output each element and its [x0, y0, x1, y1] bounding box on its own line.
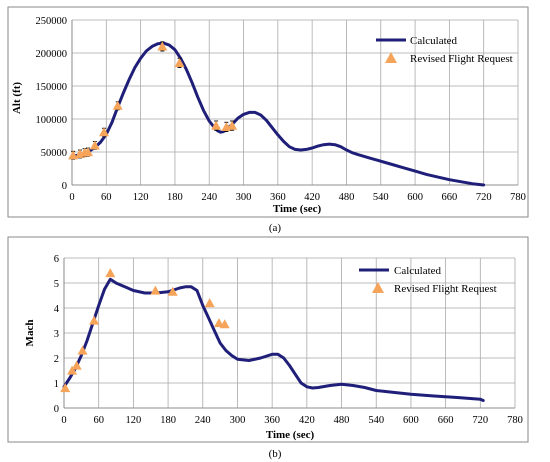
panel-b-xtick-10: 600 — [403, 415, 419, 426]
panel-a-xtick-9: 540 — [373, 192, 389, 203]
panel-a-xtick-12: 720 — [476, 192, 492, 203]
panel-a-legend-triangle-swatch — [385, 52, 397, 63]
panel-a-xtick-10: 600 — [407, 192, 423, 203]
panel-a-xtick-11: 660 — [442, 192, 458, 203]
panel-b-marks — [60, 268, 485, 402]
panel-b-xtick-11: 660 — [438, 415, 454, 426]
panel-b-legend: Calculated Revised Flight Request — [359, 265, 497, 295]
panel-b-ticks: 0 60 120 180 240 300 360 420 480 540 600 660 720 780 0… — [54, 254, 523, 426]
panel-b-ytick-6: 6 — [54, 254, 59, 265]
panel-b-legend-revised: Revised Flight Request — [394, 283, 497, 295]
panel-b-xlabel: Time (sec) — [266, 429, 315, 441]
panel-b-xtick-7: 420 — [299, 415, 315, 426]
panel-b-revised-point-9 — [214, 318, 224, 328]
panel-b-xtick-8: 480 — [334, 415, 350, 426]
panel-a-frame — [7, 6, 529, 218]
panel-a-ylabel: Alt (ft) — [11, 82, 23, 114]
panel-b-revised-point-1 — [67, 365, 78, 375]
panel-a-legend-revised: Revised Flight Request — [410, 53, 513, 65]
panel-a-xlabel: Time (sec) — [273, 203, 322, 215]
panel-b-ytick-1: 1 — [54, 379, 59, 390]
panel-b-revised-point-6 — [150, 285, 161, 295]
panel-b-legend-calculated: Calculated — [394, 265, 442, 277]
panel-b-xtick-2: 120 — [126, 415, 142, 426]
panel-b-xtick-0: 0 — [61, 415, 66, 426]
panel-b-mach-chart: 0 60 120 180 240 300 360 420 480 540 600 660 720 780 0… — [7, 236, 529, 443]
panel-b-xtick-1: 60 — [93, 415, 104, 426]
panel-b-xtick-3: 180 — [160, 415, 176, 426]
panel-a-revised-point-8 — [174, 58, 185, 67]
panel-b-xtick-12: 720 — [472, 415, 488, 426]
panel-a-xtick-7: 420 — [304, 192, 320, 203]
panel-b-revised-point-10 — [219, 319, 230, 329]
panel-b-xtick-4: 240 — [195, 415, 211, 426]
panel-b-ytick-4: 4 — [54, 304, 60, 315]
panel-b-revised-point-4 — [89, 315, 100, 325]
panel-a-xtick-3: 180 — [167, 192, 183, 203]
panel-b-grid — [63, 257, 516, 409]
panel-a-revised-point-3 — [83, 147, 93, 157]
panel-a-ytick-1: 50000 — [41, 148, 67, 159]
panel-b-xtick-5: 300 — [230, 415, 246, 426]
panel-a-ytick-3: 150000 — [36, 82, 68, 93]
panel-a-caption: (a) — [269, 222, 282, 234]
panel-a-revised-point-9 — [211, 120, 222, 130]
panel-b-revised-point-0 — [60, 383, 71, 393]
panel-b-revised-point-2 — [71, 360, 82, 370]
panel-a-xtick-0: 0 — [69, 192, 74, 203]
panel-b-xtick-9: 540 — [368, 415, 384, 426]
panel-a-revised-point-6 — [112, 100, 123, 110]
panel-a-revised-point-5 — [99, 127, 109, 137]
panel-b-calculated-line — [62, 277, 485, 402]
panel-a-revised-point-4 — [89, 140, 100, 150]
panel-b-revised-point-7 — [167, 286, 178, 296]
panel-a-calculated-line — [70, 41, 486, 187]
panel-a-xtick-5: 300 — [236, 192, 252, 203]
panel-b-ytick-3: 3 — [54, 329, 59, 340]
panel-a-xtick-1: 60 — [101, 192, 112, 203]
panel-b-revised-point-8 — [204, 298, 215, 308]
panel-a-marks — [68, 41, 486, 187]
panel-b-ylabel: Mach — [24, 320, 36, 347]
panel-a-ytick-0: 0 — [62, 181, 67, 192]
panel-a-legend-calculated: Calculated — [410, 35, 458, 47]
panel-a-ytick-2: 100000 — [36, 115, 68, 126]
panel-a-ticks: 0 60 120 180 240 300 360 420 480 540 600 660 720 780 0… — [36, 16, 526, 203]
panel-b-caption: (b) — [269, 448, 282, 460]
panel-a-altitude-chart: 0 60 120 180 240 300 360 420 480 540 600 660 720 780 0… — [7, 6, 529, 218]
panel-a-ytick-5: 250000 — [36, 16, 68, 27]
panel-a-xtick-13: 780 — [510, 192, 526, 203]
panel-b-legend-triangle-swatch — [372, 282, 384, 293]
panel-b-ytick-5: 5 — [54, 279, 59, 290]
panel-b-xtick-13: 780 — [507, 415, 523, 426]
panel-a-xtick-4: 240 — [201, 192, 217, 203]
panel-a-xtick-8: 480 — [339, 192, 355, 203]
panel-a-xtick-2: 120 — [133, 192, 149, 203]
panel-a-legend: Calculated Revised Flight Request — [376, 35, 513, 65]
panel-b-ytick-2: 2 — [54, 354, 59, 365]
panel-a-xtick-6: 360 — [270, 192, 286, 203]
panel-b-ytick-0: 0 — [54, 404, 59, 415]
panel-b-revised-point-3 — [77, 345, 88, 355]
panel-b-revised-point-5 — [105, 268, 116, 278]
panel-a-ytick-4: 200000 — [36, 49, 68, 60]
panel-a-revised-point-11 — [227, 120, 238, 130]
panel-a-revised-point-7 — [157, 41, 168, 51]
panel-b-xtick-6: 360 — [264, 415, 280, 426]
